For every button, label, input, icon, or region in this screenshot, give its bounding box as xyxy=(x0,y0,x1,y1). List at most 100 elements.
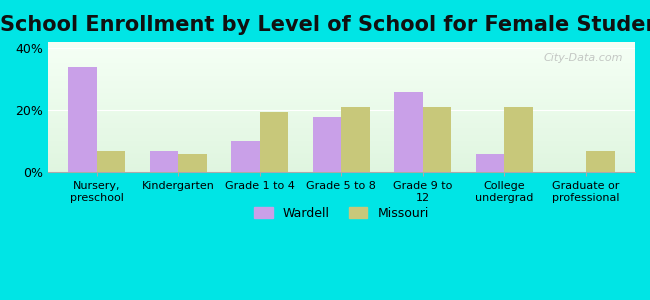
Bar xyxy=(47,81,635,83)
Bar xyxy=(97,151,125,172)
Bar xyxy=(47,86,635,88)
Bar xyxy=(47,56,635,58)
Bar xyxy=(47,140,635,141)
Bar xyxy=(47,112,635,114)
Bar xyxy=(47,171,635,172)
Bar xyxy=(47,160,635,162)
Bar xyxy=(47,72,635,74)
Title: School Enrollment by Level of School for Female Students: School Enrollment by Level of School for… xyxy=(0,15,650,35)
Bar xyxy=(47,132,635,133)
Bar xyxy=(47,67,635,68)
Bar xyxy=(47,159,635,160)
Bar xyxy=(47,65,635,67)
Bar xyxy=(504,107,533,172)
Bar xyxy=(47,60,635,62)
Bar xyxy=(47,55,635,56)
Bar xyxy=(47,95,635,97)
Bar xyxy=(47,150,635,152)
Bar xyxy=(47,90,635,92)
Bar xyxy=(47,144,635,145)
Bar xyxy=(47,94,635,95)
Bar xyxy=(47,155,635,157)
Bar xyxy=(47,154,635,155)
Bar xyxy=(47,49,635,50)
Bar xyxy=(47,51,635,52)
Bar xyxy=(47,109,635,110)
Bar xyxy=(47,93,635,94)
Bar xyxy=(341,107,370,172)
Bar xyxy=(47,128,635,129)
Bar xyxy=(47,163,635,164)
Bar xyxy=(47,168,635,170)
Bar xyxy=(47,164,635,166)
Bar xyxy=(313,116,341,172)
Bar xyxy=(47,153,635,154)
Bar xyxy=(47,142,635,144)
Bar xyxy=(47,97,635,98)
Bar xyxy=(47,85,635,86)
Bar xyxy=(47,84,635,85)
Bar xyxy=(47,59,635,60)
Bar xyxy=(47,141,635,142)
Bar xyxy=(47,133,635,134)
Bar xyxy=(47,70,635,71)
Bar xyxy=(47,44,635,45)
Bar xyxy=(586,151,615,172)
Bar xyxy=(47,124,635,125)
Bar xyxy=(47,145,635,146)
Bar xyxy=(47,89,635,90)
Bar xyxy=(476,154,504,172)
Bar xyxy=(231,141,260,172)
Bar xyxy=(47,80,635,81)
Bar xyxy=(47,116,635,118)
Bar xyxy=(47,77,635,79)
Bar xyxy=(47,167,635,168)
Bar xyxy=(47,119,635,120)
Bar xyxy=(47,76,635,77)
Bar xyxy=(47,122,635,123)
Text: City-Data.com: City-Data.com xyxy=(544,52,623,62)
Bar xyxy=(47,50,635,51)
Bar xyxy=(47,134,635,136)
Bar xyxy=(47,103,635,105)
Bar xyxy=(47,123,635,124)
Bar xyxy=(47,120,635,122)
Bar xyxy=(47,166,635,167)
Bar xyxy=(47,63,635,64)
Bar xyxy=(47,106,635,107)
Bar xyxy=(47,99,635,101)
Bar xyxy=(395,92,423,172)
Bar xyxy=(47,64,635,65)
Bar xyxy=(47,162,635,163)
Bar xyxy=(47,47,635,49)
Bar xyxy=(178,154,207,172)
Bar xyxy=(47,110,635,111)
Bar xyxy=(47,68,635,70)
Bar xyxy=(47,98,635,99)
Bar xyxy=(47,152,635,153)
Legend: Wardell, Missouri: Wardell, Missouri xyxy=(249,202,434,225)
Bar xyxy=(47,148,635,149)
Bar xyxy=(47,137,635,139)
Bar xyxy=(47,46,635,47)
Bar xyxy=(47,52,635,54)
Bar xyxy=(47,129,635,130)
Bar xyxy=(68,67,97,172)
Bar xyxy=(260,112,289,172)
Bar xyxy=(47,107,635,109)
Bar xyxy=(47,92,635,93)
Bar xyxy=(47,111,635,112)
Bar xyxy=(47,139,635,140)
Bar xyxy=(47,102,635,103)
Bar xyxy=(47,105,635,106)
Bar xyxy=(47,170,635,171)
Bar xyxy=(47,130,635,132)
Bar xyxy=(423,107,452,172)
Bar xyxy=(47,74,635,75)
Bar xyxy=(47,101,635,102)
Bar xyxy=(47,125,635,127)
Bar xyxy=(47,118,635,119)
Bar xyxy=(47,136,635,137)
Bar xyxy=(47,82,635,84)
Bar xyxy=(47,54,635,55)
